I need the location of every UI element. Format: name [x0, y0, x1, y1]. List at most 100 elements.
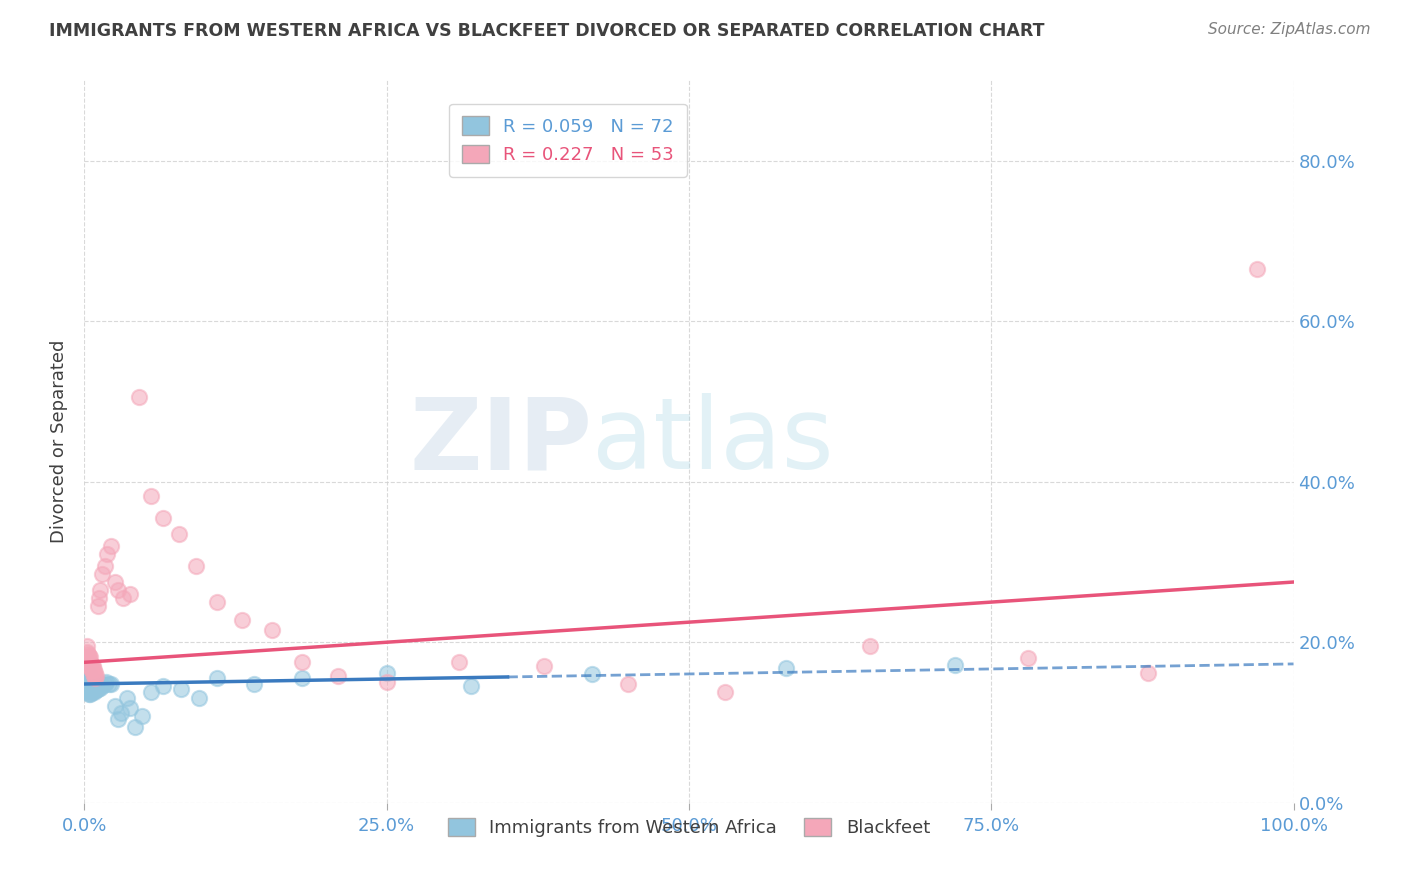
Point [617, 677, 640, 691]
Point [100, 677, 122, 691]
Point [115, 691, 138, 706]
Point [260, 623, 283, 637]
Point [131, 709, 153, 723]
Point [80, 681, 103, 695]
Point [231, 613, 253, 627]
Point [76, 667, 98, 681]
Point [79, 680, 101, 694]
Point [77, 655, 100, 669]
Point [533, 659, 555, 673]
Text: Source: ZipAtlas.com: Source: ZipAtlas.com [1208, 22, 1371, 37]
Point [75, 673, 97, 688]
Point [75, 655, 97, 669]
Point [91, 567, 114, 582]
Point [152, 680, 174, 694]
Point [75, 651, 97, 665]
Point [120, 701, 142, 715]
Point [77, 681, 100, 696]
Point [77, 659, 100, 673]
Point [76, 671, 98, 685]
Point [84, 679, 107, 693]
Point [100, 539, 122, 553]
Text: ZIP: ZIP [409, 393, 592, 490]
Point [94, 558, 117, 574]
Point [460, 680, 482, 694]
Point [77, 678, 100, 692]
Point [75, 680, 97, 694]
Point [80, 677, 103, 691]
Point [80, 664, 103, 678]
Point [242, 677, 264, 691]
Point [87, 591, 110, 605]
Point [124, 719, 146, 733]
Point [75, 677, 97, 691]
Point [94, 677, 117, 691]
Point [84, 683, 107, 698]
Point [1246, 261, 1268, 276]
Point [76, 649, 98, 664]
Point [1137, 665, 1160, 680]
Point [97, 677, 120, 691]
Point [83, 681, 105, 695]
Point [76, 683, 98, 698]
Point [77, 687, 100, 701]
Point [76, 681, 98, 695]
Point [82, 665, 104, 680]
Point [207, 595, 229, 609]
Point [170, 681, 193, 696]
Point [82, 683, 104, 698]
Point [139, 489, 162, 503]
Point [83, 669, 105, 683]
Text: IMMIGRANTS FROM WESTERN AFRICA VS BLACKFEET DIVORCED OR SEPARATED CORRELATION CH: IMMIGRANTS FROM WESTERN AFRICA VS BLACKF… [49, 22, 1045, 40]
Point [79, 649, 101, 664]
Point [77, 685, 100, 699]
Point [77, 671, 100, 685]
Point [77, 648, 100, 662]
Point [79, 687, 101, 701]
Point [82, 659, 104, 673]
Point [86, 675, 108, 690]
Point [107, 712, 129, 726]
Point [80, 657, 103, 672]
Point [77, 648, 100, 663]
Point [1017, 651, 1039, 665]
Point [83, 664, 105, 678]
Point [77, 657, 100, 672]
Point [775, 661, 797, 675]
Point [84, 671, 107, 685]
Point [76, 673, 98, 687]
Point [291, 655, 314, 669]
Point [76, 675, 98, 690]
Point [76, 639, 98, 653]
Point [207, 671, 229, 685]
Point [104, 699, 127, 714]
Point [83, 677, 105, 691]
Legend: Immigrants from Western Africa, Blackfeet: Immigrants from Western Africa, Blackfee… [440, 811, 938, 845]
Point [79, 661, 101, 675]
Point [86, 669, 108, 683]
Point [75, 669, 97, 683]
Point [77, 683, 100, 698]
Text: atlas: atlas [592, 393, 834, 490]
Point [188, 691, 211, 706]
Point [128, 390, 150, 404]
Point [184, 558, 207, 574]
Point [943, 657, 966, 672]
Point [86, 681, 108, 696]
Point [110, 706, 132, 720]
Point [86, 680, 108, 694]
Point [77, 675, 100, 690]
Point [87, 680, 110, 694]
Point [76, 679, 98, 693]
Point [107, 583, 129, 598]
Point [449, 655, 471, 669]
Point [90, 677, 112, 691]
Point [714, 685, 737, 699]
Point [79, 673, 101, 688]
Point [375, 665, 398, 680]
Point [89, 681, 111, 695]
Point [77, 667, 100, 681]
Point [152, 510, 174, 524]
Point [89, 583, 111, 598]
Point [77, 671, 100, 685]
